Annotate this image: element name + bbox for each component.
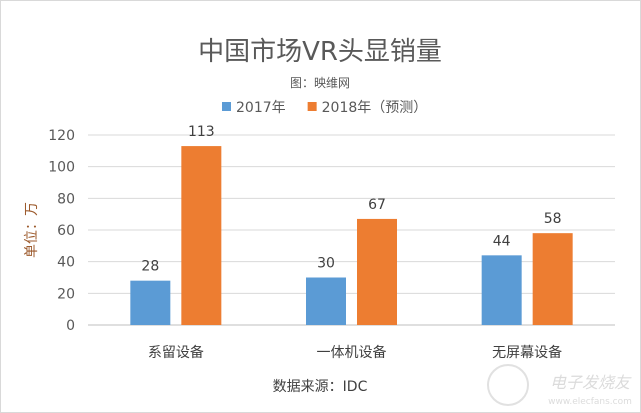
data-label: 67 <box>368 197 386 213</box>
gridlines <box>88 134 615 326</box>
x-axis-title: 数据来源：IDC <box>273 379 368 395</box>
y-tick-label: 0 <box>66 318 75 334</box>
y-tick-label: 100 <box>48 160 75 176</box>
y-tick-label: 40 <box>57 255 75 271</box>
bar <box>357 218 397 325</box>
data-label: 113 <box>188 124 215 140</box>
y-axis-ticks: 0 20 40 60 80 100 120 <box>48 128 75 334</box>
data-label: 44 <box>493 233 511 249</box>
bar <box>481 255 522 325</box>
legend-swatch <box>307 102 317 111</box>
bar <box>532 233 573 325</box>
legend-label: 2018年（预测） <box>322 100 428 116</box>
chart-subtitle: 图：映维网 <box>290 76 350 90</box>
x-axis-labels: 系留设备 一体机设备 无屏幕设备 <box>148 344 562 361</box>
y-tick-label: 120 <box>48 128 75 144</box>
chart-title: 中国市场VR头显销量 <box>198 37 442 67</box>
y-tick-label: 20 <box>57 286 75 302</box>
y-tick-label: 80 <box>57 191 75 207</box>
bars: 28 113 30 67 44 58 <box>130 124 573 325</box>
bar <box>306 277 346 325</box>
watermark-logo-icon <box>487 364 529 406</box>
x-tick-label: 系留设备 <box>148 344 204 361</box>
watermark: 电子发烧友 www.elecfans.com <box>487 364 632 407</box>
data-label: 30 <box>317 256 335 272</box>
legend: 2017年 2018年（预测） <box>222 100 427 116</box>
data-label: 28 <box>141 259 159 275</box>
watermark-text: 电子发烧友 <box>550 373 632 392</box>
bar <box>181 146 222 325</box>
x-tick-label: 无屏幕设备 <box>492 344 562 361</box>
watermark-url: www.elecfans.com <box>548 397 632 407</box>
y-tick-label: 60 <box>57 223 75 239</box>
y-axis-title: 单位：万 <box>24 202 40 258</box>
bar <box>130 280 171 325</box>
data-label: 58 <box>544 211 562 227</box>
x-tick-label: 一体机设备 <box>317 344 387 361</box>
legend-label: 2017年 <box>236 100 286 116</box>
legend-swatch <box>222 102 231 111</box>
